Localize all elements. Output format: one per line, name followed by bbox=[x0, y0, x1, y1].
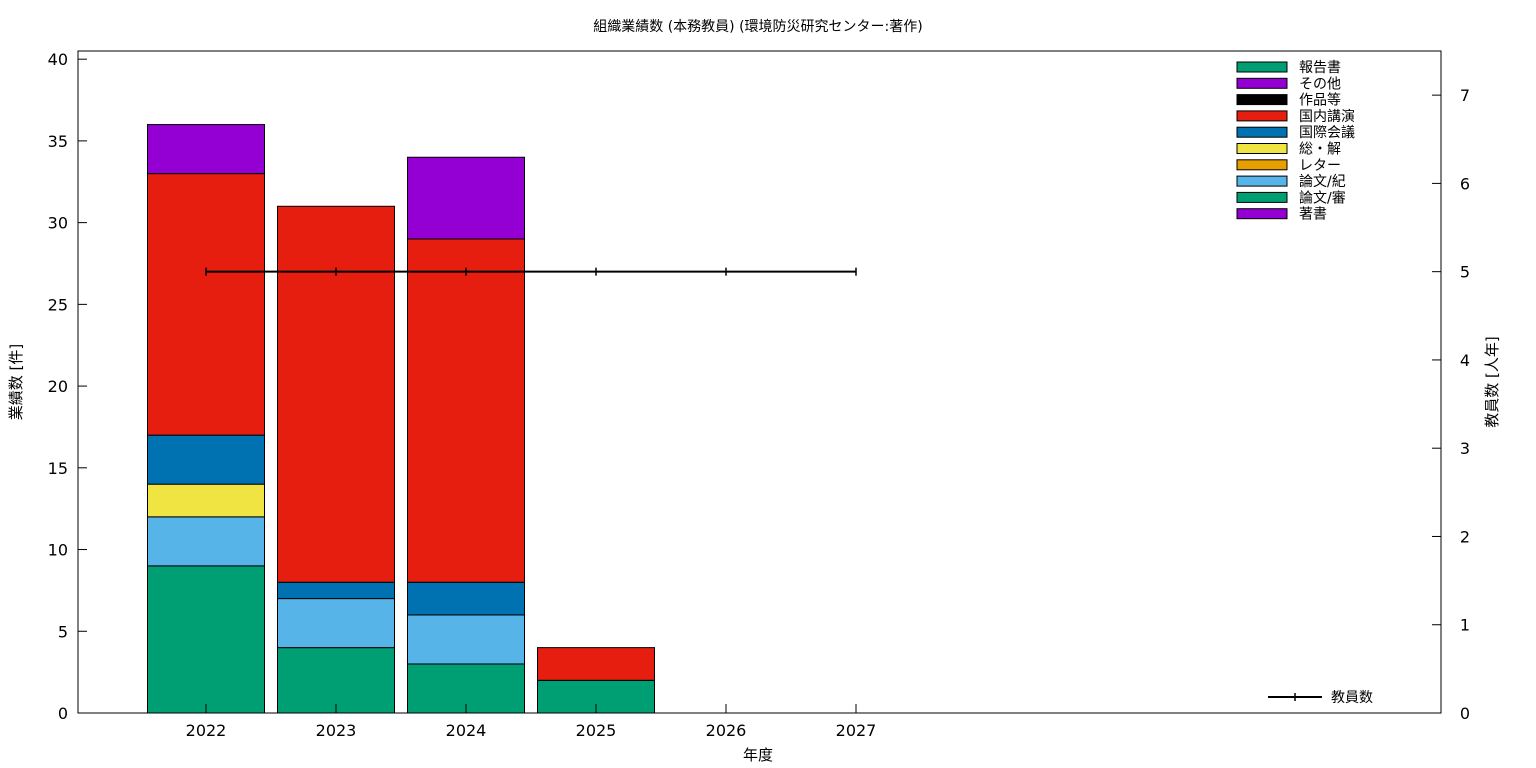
x-tick-label: 2023 bbox=[316, 721, 357, 740]
y-tick-label: 35 bbox=[48, 132, 68, 151]
legend-swatch bbox=[1236, 61, 1288, 73]
legend-label: レター bbox=[1299, 158, 1341, 174]
bar-2022-series-6 bbox=[147, 173, 265, 436]
bar-2023-series-2 bbox=[277, 598, 395, 649]
legend-label: 論文/紀 bbox=[1299, 174, 1346, 190]
bar-2023-series-1 bbox=[277, 647, 395, 714]
bar-2022-series-4 bbox=[147, 483, 265, 518]
bar-2024-series-6 bbox=[407, 238, 525, 583]
bar-2023-series-5 bbox=[277, 581, 395, 600]
bars-layer bbox=[147, 124, 655, 714]
legend-label: 作品等 bbox=[1299, 92, 1341, 109]
legend-swatch bbox=[1236, 159, 1288, 171]
y2-tick-label: 2 bbox=[1460, 527, 1470, 546]
bar-2025-series-6 bbox=[537, 647, 655, 681]
y-tick-label: 10 bbox=[48, 541, 68, 560]
y-tick-label: 15 bbox=[48, 459, 68, 478]
y2-tick-label: 3 bbox=[1460, 439, 1470, 458]
legend-swatch bbox=[1236, 191, 1288, 203]
x-tick-label: 2025 bbox=[576, 721, 617, 740]
legend-swatch bbox=[1236, 208, 1288, 220]
x-tick-label: 2024 bbox=[446, 721, 487, 740]
legend-label: 国内講演 bbox=[1299, 109, 1355, 125]
legend-label: 報告書 bbox=[1299, 60, 1341, 76]
bar-2024-series-5 bbox=[407, 581, 525, 616]
legend-swatch bbox=[1236, 143, 1288, 154]
y-tick-label: 20 bbox=[48, 377, 68, 396]
x-tick-label: 2027 bbox=[836, 721, 877, 740]
x-axis-title: 年度 bbox=[743, 746, 773, 764]
legend-label: 国際会議 bbox=[1299, 124, 1355, 141]
legend-swatch bbox=[1236, 175, 1288, 187]
y2-tick-label: 6 bbox=[1460, 174, 1470, 193]
x-tick-label: 2026 bbox=[706, 721, 747, 740]
y2-tick-label: 0 bbox=[1460, 704, 1470, 723]
chart-title: 組織業績数 (本務教員) (環境防災研究センター:著作) bbox=[593, 19, 922, 35]
y2-tick-label: 4 bbox=[1460, 351, 1470, 370]
y-tick-label: 40 bbox=[48, 50, 68, 69]
y-tick-label: 30 bbox=[48, 214, 68, 233]
legend-label: 著書 bbox=[1299, 207, 1327, 223]
bar-2022-series-5 bbox=[147, 434, 265, 485]
x-tick-label: 2022 bbox=[186, 721, 227, 740]
y-tick-label: 5 bbox=[58, 622, 68, 641]
bar-2023-series-6 bbox=[277, 205, 395, 583]
y2-tick-label: 5 bbox=[1460, 263, 1470, 282]
y2-tick-label: 1 bbox=[1460, 616, 1470, 635]
plot-frame bbox=[77, 50, 1442, 714]
bar-2024-series-8 bbox=[407, 156, 525, 240]
y-axis-title: 業績数 [件] bbox=[7, 344, 25, 420]
legend-line-label: 教員数 bbox=[1331, 690, 1373, 706]
legend-label: 論文/審 bbox=[1299, 190, 1346, 206]
bar-2024-series-2 bbox=[407, 614, 525, 665]
legend-label: その他 bbox=[1299, 76, 1341, 92]
y-tick-label: 25 bbox=[48, 295, 68, 314]
legend-swatch bbox=[1236, 126, 1288, 138]
bar-2022-series-8 bbox=[147, 124, 265, 175]
legend-label: 総・解 bbox=[1299, 142, 1341, 158]
bar-2022-series-2 bbox=[147, 516, 265, 567]
legend-swatch bbox=[1236, 94, 1288, 106]
bar-2022-series-1 bbox=[147, 565, 265, 714]
y2-tick-label: 7 bbox=[1460, 86, 1470, 105]
line-layer bbox=[205, 267, 857, 276]
y2-axis-title: 教員数 [人年] bbox=[1483, 336, 1501, 427]
y-tick-label: 0 bbox=[58, 704, 68, 723]
legend-swatch bbox=[1236, 77, 1288, 89]
legend-swatch bbox=[1236, 110, 1288, 122]
